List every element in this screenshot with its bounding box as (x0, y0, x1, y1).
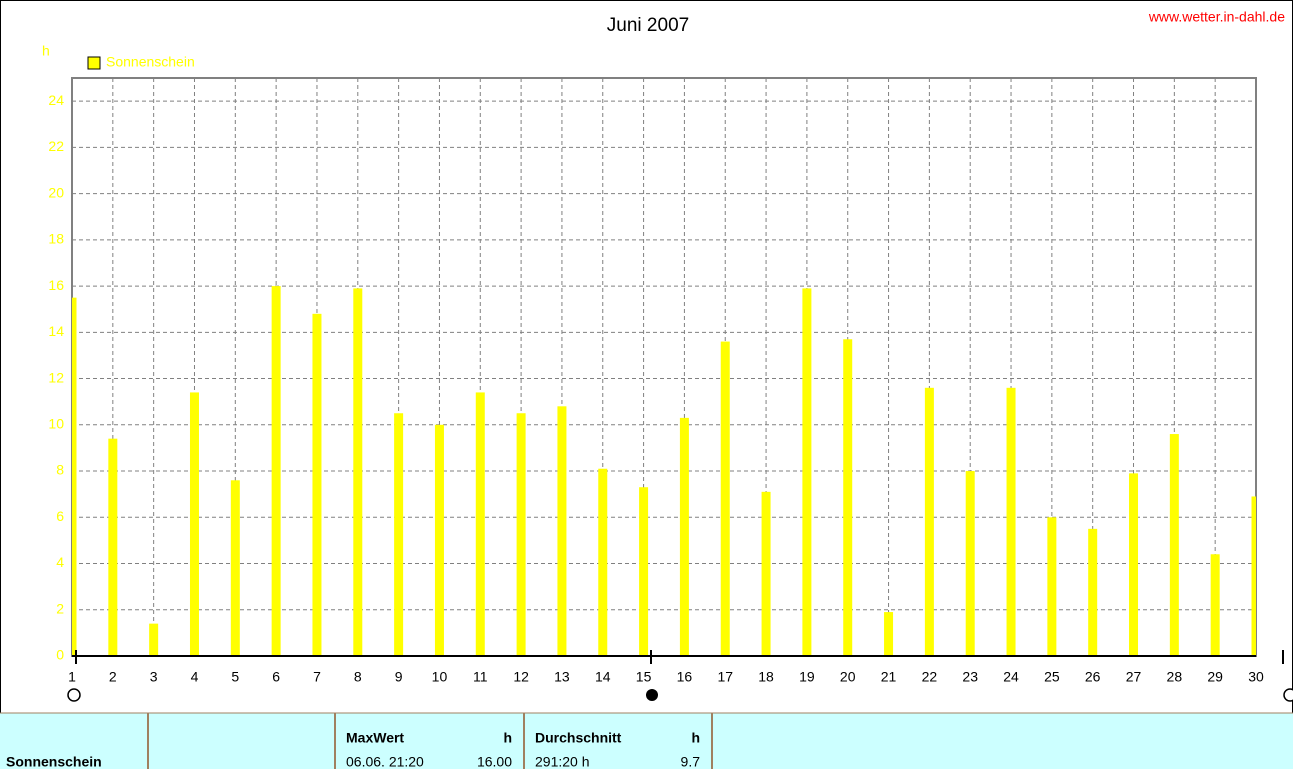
y-tick-label: 4 (56, 554, 64, 570)
y-tick-label: 12 (48, 369, 64, 385)
chart-title: Juni 2007 (607, 15, 689, 36)
cell: 16.00 (477, 754, 512, 769)
bar (1251, 496, 1256, 656)
x-tick-label: 19 (799, 669, 815, 685)
bar (1129, 473, 1139, 656)
column-header: MaxWert (346, 730, 404, 746)
x-tick-label: 23 (962, 669, 978, 685)
moon-full (1283, 688, 1293, 702)
moon-full (67, 688, 81, 702)
bar (802, 288, 812, 656)
column-header: Durchschnitt (535, 730, 622, 746)
bar (108, 438, 118, 656)
bar (434, 424, 444, 656)
y-tick-label: 24 (48, 92, 64, 108)
bar (394, 413, 404, 656)
x-tick-label: 20 (840, 669, 856, 685)
bar (1088, 528, 1098, 656)
bar (149, 623, 159, 656)
bar (557, 406, 567, 656)
x-tick-label: 18 (758, 669, 774, 685)
legend-swatch (87, 56, 101, 70)
column-unit: h (691, 730, 700, 746)
x-tick-label: 11 (473, 669, 488, 685)
x-tick-label: 8 (354, 669, 362, 685)
cell: 06.06. 21:20 (346, 754, 424, 769)
bar (1006, 387, 1016, 656)
column-unit: h (503, 730, 512, 746)
x-tick-label: 17 (717, 669, 733, 685)
bar (1210, 554, 1220, 656)
bar (598, 468, 608, 656)
legend-label: Sonnenschein (106, 54, 195, 70)
bar (924, 387, 934, 656)
bar (271, 286, 281, 656)
x-tick-label: 21 (881, 669, 897, 685)
x-tick-label: 28 (1167, 669, 1183, 685)
bar (1047, 517, 1057, 656)
bar (679, 417, 689, 656)
x-tick-label: 4 (191, 669, 199, 685)
source: www.wetter.in-dahl.de (1148, 9, 1285, 25)
x-tick-label: 30 (1248, 669, 1264, 685)
y-tick-label: 22 (48, 138, 64, 154)
bar (230, 480, 240, 656)
bar (720, 341, 730, 656)
bar (1169, 434, 1179, 656)
row-label: Sonnenschein (6, 754, 102, 769)
y-tick-label: 6 (56, 508, 64, 524)
y-tick-label: 8 (56, 462, 64, 478)
cell: 291:20 h (535, 754, 590, 769)
bar (475, 392, 485, 656)
x-tick-label: 25 (1044, 669, 1060, 685)
bar (639, 487, 649, 656)
y-tick-label: 18 (48, 231, 64, 247)
x-tick-label: 6 (272, 669, 280, 685)
x-tick-label: 14 (595, 669, 611, 685)
x-tick-label: 26 (1085, 669, 1101, 685)
x-tick-label: 29 (1207, 669, 1223, 685)
bars (72, 286, 1256, 656)
bar (761, 491, 771, 656)
y-tick-label: 16 (48, 277, 64, 293)
x-tick-label: 15 (636, 669, 652, 685)
x-tick-label: 22 (922, 669, 938, 685)
moon-new (646, 689, 658, 701)
y-tick-label: 14 (48, 323, 64, 339)
bar (884, 612, 894, 656)
x-tick-label: 13 (554, 669, 570, 685)
x-tick-label: 9 (395, 669, 403, 685)
y-axis-label: h (42, 43, 50, 59)
y-tick-label: 10 (48, 416, 64, 432)
x-tick-label: 3 (150, 669, 158, 685)
x-tick-label: 2 (109, 669, 117, 685)
bar (965, 471, 975, 656)
bar (312, 313, 322, 656)
y-tick-label: 0 (56, 647, 64, 663)
x-tick-label: 7 (313, 669, 321, 685)
bar (843, 339, 853, 656)
bar (353, 288, 363, 656)
grid (71, 78, 1257, 657)
cell: 9.7 (681, 754, 701, 769)
stats-table (0, 713, 1293, 769)
bar (189, 392, 199, 656)
bar (72, 297, 77, 656)
x-tick-label: 12 (513, 669, 529, 685)
x-tick-label: 24 (1003, 669, 1019, 685)
x-tick-label: 1 (68, 669, 76, 685)
x-tick-label: 10 (432, 669, 448, 685)
bar (516, 413, 526, 656)
x-tick-label: 5 (231, 669, 239, 685)
y-tick-label: 20 (48, 184, 64, 200)
x-tick-label: 16 (677, 669, 693, 685)
y-tick-label: 2 (56, 600, 64, 616)
x-tick-label: 27 (1126, 669, 1142, 685)
